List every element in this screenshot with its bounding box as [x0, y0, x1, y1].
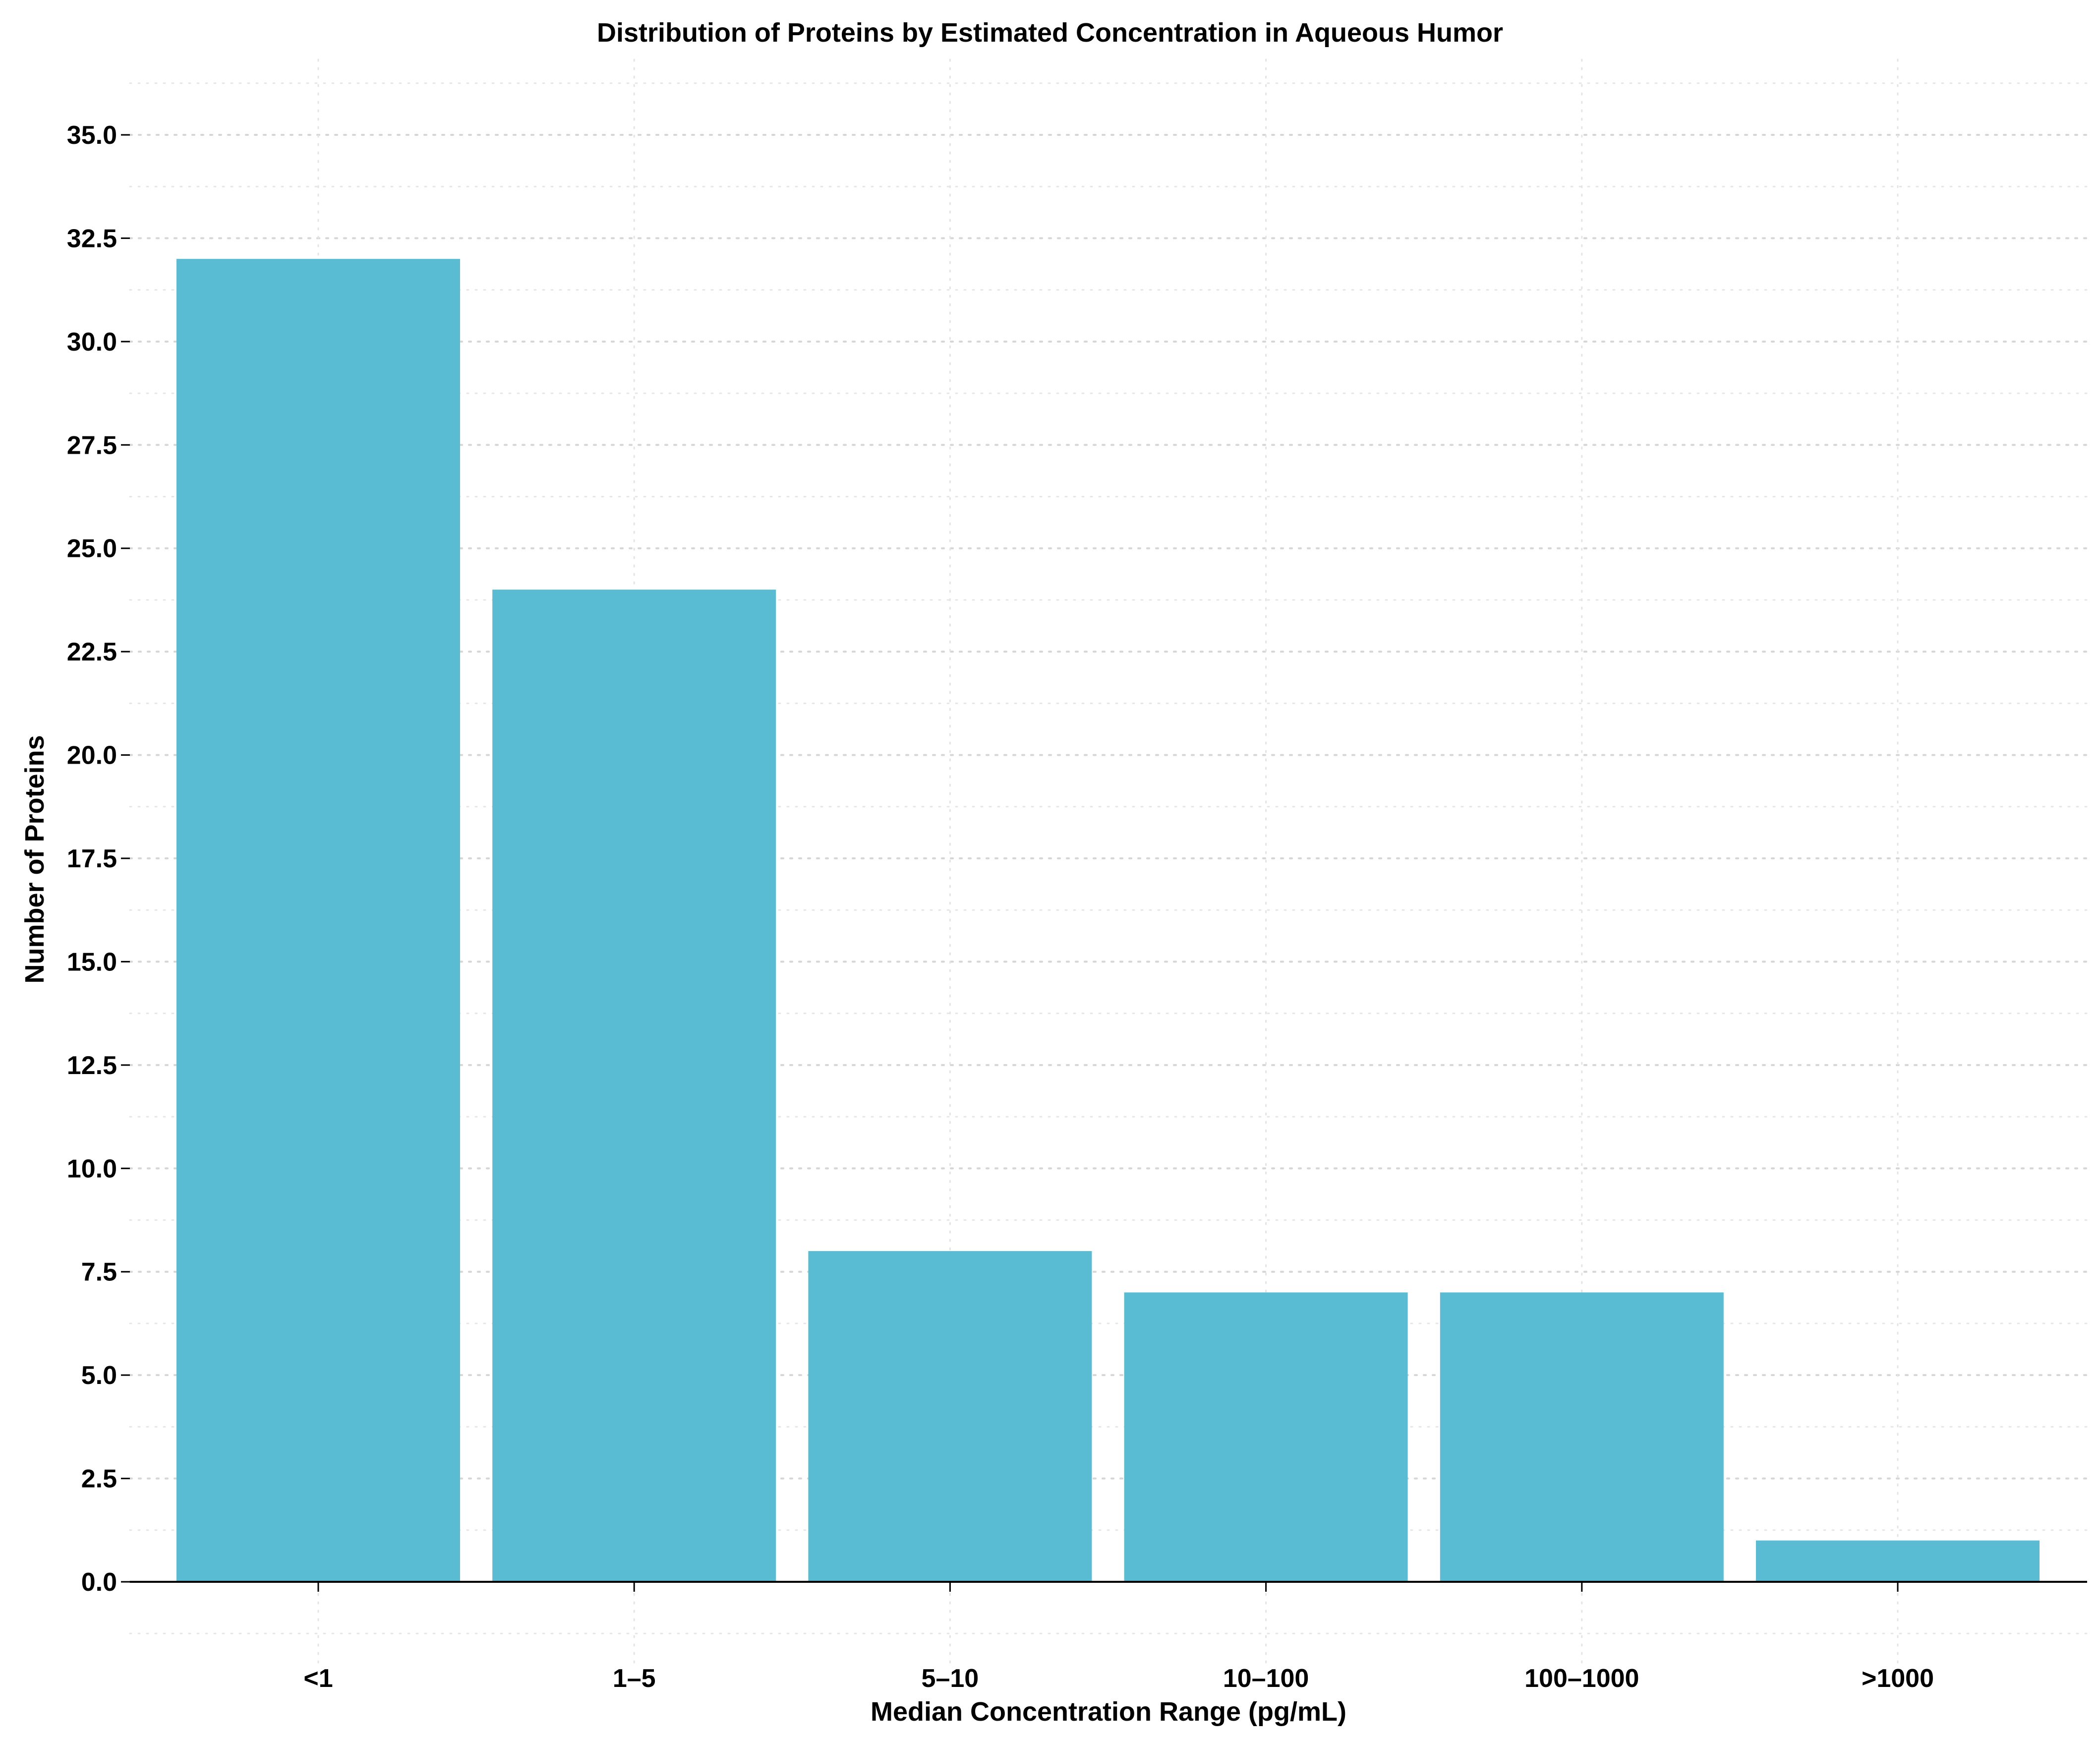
y-tick-label: 27.5 — [67, 431, 117, 460]
y-tick-label: 0.0 — [81, 1568, 117, 1597]
y-tick-label: 7.5 — [81, 1258, 117, 1287]
y-tick-label: 25.0 — [67, 535, 117, 563]
y-tick-label: 15.0 — [67, 948, 117, 976]
x-tick-labels: <1 1–5 5–10 10–100 100–1000 >1000 — [303, 1582, 1934, 1693]
bar-5 — [1440, 1292, 1724, 1582]
y-tick-label: 12.5 — [67, 1051, 117, 1080]
y-tick-label: 5.0 — [81, 1361, 117, 1390]
y-tick-label: 17.5 — [67, 844, 117, 873]
y-tick-label: 20.0 — [67, 741, 117, 770]
x-tick-label: 100–1000 — [1524, 1664, 1639, 1693]
x-tick-label: >1000 — [1862, 1664, 1934, 1693]
x-tick-label: 1–5 — [613, 1664, 656, 1693]
y-tick-label: 30.0 — [67, 328, 117, 357]
bar-3 — [808, 1251, 1092, 1582]
y-tick-label: 2.5 — [81, 1465, 117, 1494]
x-tick-label: 10–100 — [1223, 1664, 1309, 1693]
y-tick-label: 10.0 — [67, 1154, 117, 1183]
y-axis-label: Number of Proteins — [20, 735, 50, 983]
x-tick-label: 5–10 — [922, 1664, 979, 1693]
grid-lines — [129, 59, 2088, 1667]
y-tick-label: 32.5 — [67, 224, 117, 253]
bars — [176, 259, 2040, 1582]
bar-6 — [1756, 1540, 2040, 1582]
bar-1 — [176, 259, 460, 1582]
chart-title: Distribution of Proteins by Estimated Co… — [597, 18, 1503, 48]
y-tick-label: 22.5 — [67, 638, 117, 666]
x-axis-label: Median Concentration Range (pg/mL) — [871, 1697, 1346, 1727]
bar-2 — [492, 590, 776, 1582]
bar-4 — [1124, 1292, 1408, 1582]
x-tick-label: <1 — [303, 1664, 333, 1693]
y-tick-label: 35.0 — [67, 121, 117, 150]
y-tick-labels: 0.0 2.5 5.0 7.5 10.0 12.5 15.0 17.5 20.0 22.5 25.0… — [67, 121, 130, 1597]
